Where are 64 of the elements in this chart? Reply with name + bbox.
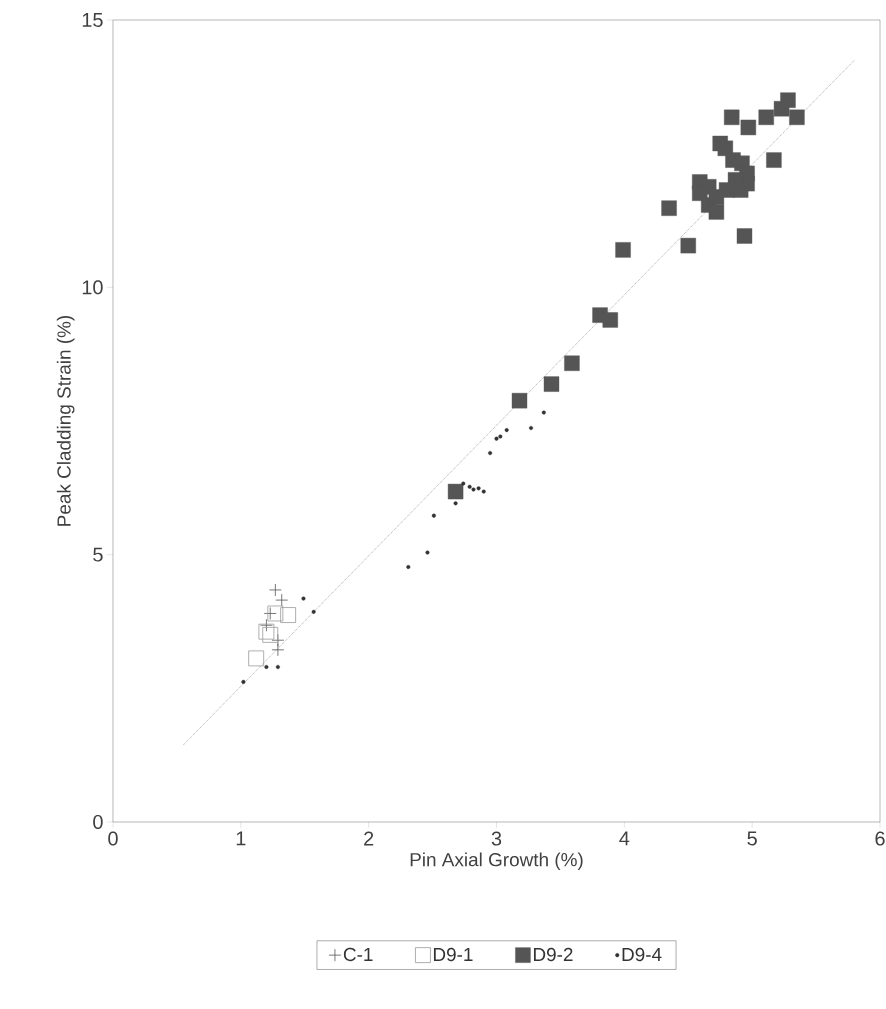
point bbox=[431, 513, 436, 518]
point bbox=[461, 481, 466, 486]
point bbox=[425, 550, 430, 555]
point bbox=[280, 607, 297, 623]
point bbox=[447, 483, 464, 500]
point bbox=[275, 593, 289, 607]
point bbox=[248, 650, 265, 667]
x-tick-label: 0 bbox=[108, 831, 118, 846]
legend-label: C-1 bbox=[343, 947, 373, 962]
point bbox=[258, 623, 275, 640]
y-tick-label: 5 bbox=[93, 547, 103, 562]
point bbox=[262, 626, 279, 643]
point bbox=[543, 376, 560, 392]
legend-label: D9-1 bbox=[433, 947, 473, 962]
y-tick-label: 15 bbox=[82, 13, 103, 27]
point bbox=[740, 119, 757, 136]
point bbox=[263, 607, 277, 620]
x-tick-label: 3 bbox=[491, 831, 502, 846]
x-tick-label: 2 bbox=[364, 831, 374, 846]
point bbox=[488, 451, 493, 456]
point bbox=[260, 618, 273, 632]
point bbox=[736, 228, 753, 244]
point bbox=[661, 200, 677, 216]
point bbox=[311, 609, 316, 614]
point bbox=[268, 583, 282, 597]
x-tick-label: 6 bbox=[875, 831, 885, 846]
point bbox=[264, 664, 269, 669]
point bbox=[724, 109, 740, 125]
point bbox=[766, 152, 782, 168]
point bbox=[453, 501, 458, 506]
y-tick-label: 0 bbox=[93, 814, 103, 830]
legend-label: D9-4 bbox=[622, 947, 662, 962]
point bbox=[511, 392, 528, 409]
point bbox=[504, 428, 509, 433]
point bbox=[241, 679, 246, 684]
point bbox=[267, 605, 284, 622]
y-tick-label: 10 bbox=[82, 280, 103, 295]
point bbox=[471, 487, 476, 492]
point bbox=[680, 237, 696, 254]
point bbox=[758, 109, 774, 125]
point bbox=[789, 109, 805, 125]
legend-label: D9-2 bbox=[533, 947, 573, 962]
point bbox=[275, 664, 280, 669]
point bbox=[271, 633, 285, 647]
point bbox=[406, 564, 411, 569]
y-axis-title: Peak Cladding Strain (%) bbox=[56, 315, 75, 526]
point bbox=[481, 489, 486, 494]
point bbox=[301, 596, 306, 601]
x-tick-label: 4 bbox=[619, 831, 630, 846]
point bbox=[564, 355, 580, 371]
point bbox=[494, 436, 499, 441]
point bbox=[708, 204, 725, 220]
point bbox=[773, 101, 790, 117]
x-axis-title: Pin Axial Growth (%) bbox=[410, 852, 583, 871]
point bbox=[615, 242, 631, 258]
point bbox=[476, 486, 481, 491]
point bbox=[602, 312, 618, 328]
point bbox=[541, 410, 546, 415]
x-tick-label: 5 bbox=[747, 831, 757, 846]
point bbox=[529, 425, 534, 430]
point bbox=[467, 484, 472, 489]
point bbox=[271, 643, 285, 657]
point bbox=[498, 434, 503, 439]
x-tick-label: 1 bbox=[236, 831, 246, 846]
